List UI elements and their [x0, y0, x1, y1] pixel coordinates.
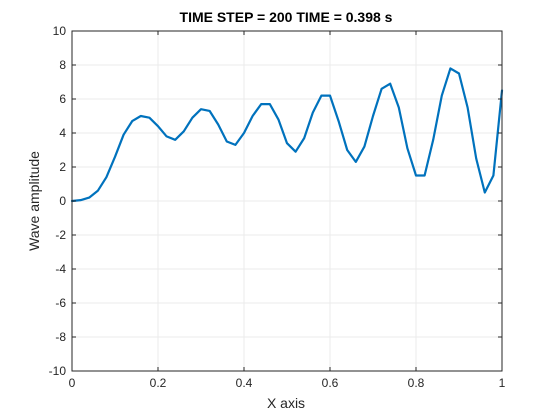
y-tick-label-9: 8 [59, 58, 66, 72]
x-tick-label-4: 0.8 [408, 376, 425, 390]
y-tick-label-10: 10 [53, 24, 67, 38]
x-tick-label-2: 0.4 [236, 376, 253, 390]
x-tick-label-0: 0 [69, 376, 76, 390]
y-tick-label-4: -2 [55, 228, 66, 242]
y-tick-label-3: -4 [55, 262, 66, 276]
series-line-0 [70, 67, 504, 203]
series-layer [70, 67, 504, 203]
x-tick-label-3: 0.6 [322, 376, 339, 390]
y-tick-label-8: 6 [59, 92, 66, 106]
tick-layer: 0 0.2 0.4 0.6 0.8 1 -10 -8 -6 -4 -2 0 2 4 6 8 10 [49, 24, 506, 390]
y-tick-label-1: -8 [55, 330, 66, 344]
x-axis-label: X axis [267, 395, 305, 411]
x-tick-label-1: 0.2 [150, 376, 167, 390]
x-tick-label-5: 1 [499, 376, 506, 390]
y-axis-label: Wave amplitude [26, 151, 42, 251]
chart-title: TIME STEP = 200 TIME = 0.398 s [180, 9, 393, 25]
y-tick-label-6: 2 [59, 160, 66, 174]
y-tick-label-2: -6 [55, 296, 66, 310]
y-tick-label-0: -10 [49, 364, 67, 378]
y-tick-label-5: 0 [59, 194, 66, 208]
y-tick-label-7: 4 [59, 126, 66, 140]
